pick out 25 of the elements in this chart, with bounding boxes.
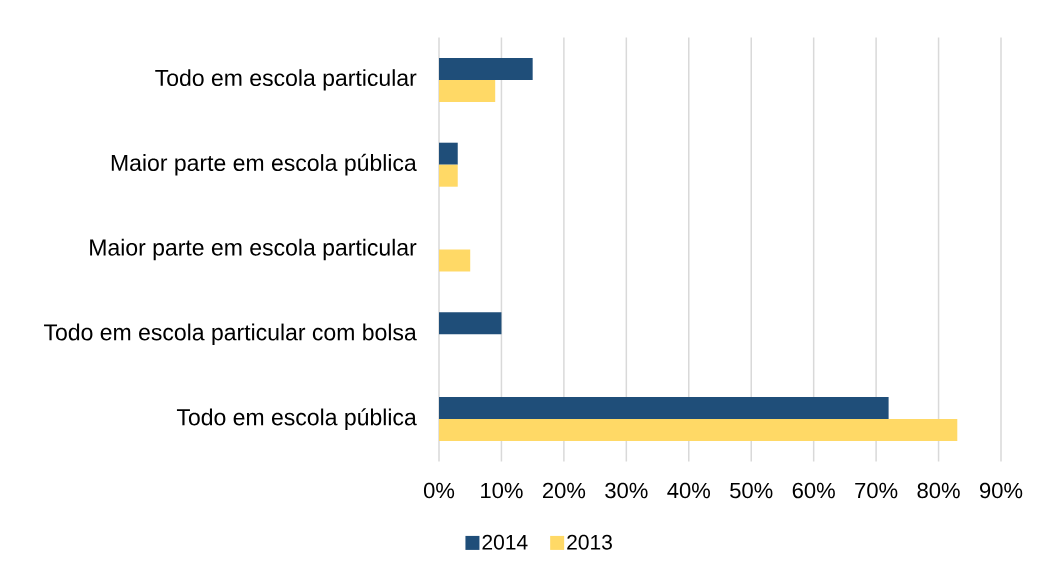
bar <box>439 57 533 80</box>
bar <box>439 419 958 442</box>
x-tick-label: 30% <box>605 482 648 499</box>
bar <box>439 164 458 187</box>
x-tick-label: 20% <box>542 482 586 499</box>
bar <box>439 142 458 165</box>
legend-label: 2014 <box>482 534 528 550</box>
y-tick-label: Todo em escola particular com bolsa <box>44 323 417 346</box>
x-tick-label: 60% <box>792 482 835 499</box>
y-tick-label: Maior parte em escola pública <box>111 153 417 176</box>
x-tick-label: 70% <box>855 482 898 499</box>
y-tick-label: Todo em escola particular <box>155 69 417 91</box>
x-tick-label: 90% <box>980 482 1023 499</box>
y-tick-label: Todo em escola pública <box>176 408 417 430</box>
bar <box>439 312 502 335</box>
bar <box>439 397 889 420</box>
x-tick-label: 50% <box>730 482 773 499</box>
y-tick-label: Maior parte em escola particular <box>90 238 417 261</box>
bar <box>439 79 496 102</box>
x-tick-label: 80% <box>917 482 960 499</box>
x-tick-label: 40% <box>667 482 710 499</box>
legend-label: 2013 <box>567 534 612 550</box>
bar <box>439 249 471 272</box>
x-tick-label: 0% <box>423 482 455 499</box>
x-tick-label: 10% <box>481 482 523 499</box>
